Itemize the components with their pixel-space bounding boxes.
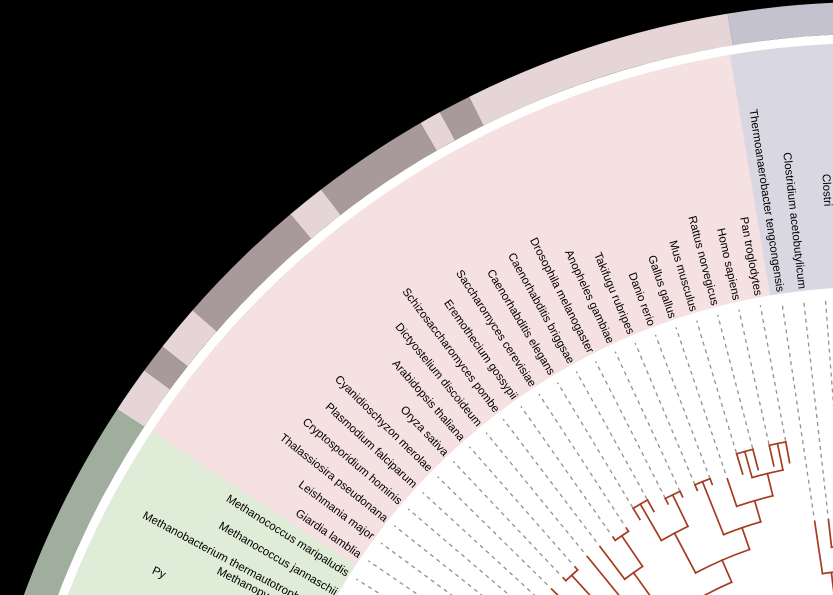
outer-ring-segment [117,370,171,427]
taxon-guide-dash [759,305,790,457]
taxon-guide-dash [422,492,536,595]
taxon-guide-dash [437,476,548,586]
outer-ring-segment [23,409,145,595]
tree-branch [743,450,754,479]
tree-branch [776,442,784,472]
taxon-guide-dash [696,320,742,469]
outer-ring-segment [192,214,311,332]
taxon-guide-dash [594,360,666,499]
tree-branch [620,534,644,568]
taxon-guide-dash [368,560,420,595]
taxon-guide-dash [468,446,572,563]
taxon-guide-dash [634,342,696,486]
outer-ring-segment [321,122,437,215]
taxon-guide-dash [538,393,624,524]
tree-branch [751,448,760,471]
tree-branch [664,497,670,506]
tree-arc [703,581,733,595]
outer-ring-segment [290,189,341,239]
taxon-label[interactable]: Clostri [819,174,833,207]
tree-branch [701,480,725,536]
tree-branch [827,518,833,549]
taxon-guide-dash [393,525,483,595]
tree-branch [632,571,651,595]
tree-branch [646,498,655,513]
taxon-guide-dash [452,460,560,574]
plot-area [337,288,833,595]
taxon-guide-dash [654,334,711,479]
taxon-guide-dash [502,418,597,543]
tree-branch [693,483,699,492]
outer-ring-segment [420,112,456,151]
outer-ring-segment [439,96,484,141]
outer-ring-segment [469,13,733,126]
outer-ring-segment [162,310,217,367]
tree-branch [768,444,775,467]
tree-branch [598,545,626,581]
outer-ring-segment [144,346,188,390]
range-sector-archaea [67,431,356,595]
tree-branch [632,507,642,521]
tree-branch [735,452,744,476]
taxon-guide-dash [485,432,584,553]
tree-branch [639,502,663,542]
tree-branch [671,493,690,528]
tree-branch [570,574,591,595]
taxon-guide-dash [614,351,681,492]
taxon-guide-dash [717,314,758,464]
taxon-guide-dash [738,309,774,461]
taxon-guide-dash [824,296,833,407]
tree-branch [740,526,751,551]
tree-branch [708,477,714,486]
tree-branch [813,520,824,575]
tree-branch [726,477,738,508]
tree-branch [673,532,697,575]
taxon-guide-dash [356,578,383,595]
taxon-guide-dash [802,298,829,514]
range-sector-bacteria [729,43,833,296]
taxon-guide-dash [575,371,652,507]
taxon-label[interactable]: Py [150,565,167,582]
taxon-guide-dash [675,327,727,474]
taxon-guide-dash [520,405,611,533]
taxon-guide-dash [380,542,453,595]
tree-branch [550,587,559,595]
tree-branch [678,490,684,498]
tree-branch [766,472,774,497]
tree-branch [753,499,762,523]
taxon-guide-dash [556,382,638,515]
taxon-guide-dash [407,508,511,595]
tree-branch [784,440,791,464]
tree-branch [586,555,620,595]
range-sector-eukaryota [151,54,770,566]
outer-ring-segment [727,2,833,46]
tree-arc [830,546,833,549]
tree-branch [721,559,733,584]
